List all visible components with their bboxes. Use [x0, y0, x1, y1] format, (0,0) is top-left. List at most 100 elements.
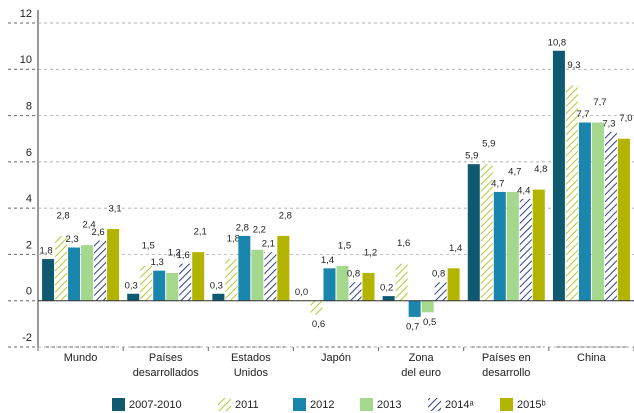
bar — [421, 300, 434, 313]
legend-label: 2014ᵃ — [445, 399, 474, 411]
bar — [578, 122, 591, 301]
value-label: 5,9 — [465, 151, 478, 162]
bar — [604, 131, 617, 301]
value-label: 4,4 — [517, 185, 530, 196]
value-label: 4,7 — [508, 166, 521, 177]
legend-swatch — [500, 398, 513, 411]
bar — [519, 198, 532, 301]
bar — [238, 235, 251, 301]
bar — [68, 247, 81, 301]
value-label: 7,7 — [593, 97, 606, 108]
value-label: 2,1 — [194, 227, 207, 238]
value-label: 0,3 — [125, 280, 138, 291]
bar — [81, 245, 94, 301]
y-tick-label: 2 — [26, 239, 32, 251]
value-label: 2,8 — [56, 210, 69, 221]
value-label: 1,2 — [364, 247, 377, 258]
x-tick-label: Estados — [231, 352, 271, 364]
value-label: 2,4 — [82, 220, 95, 231]
value-label: 0,8 — [432, 269, 445, 280]
bar — [434, 282, 447, 301]
legend-swatch — [293, 398, 306, 411]
legend-label: 2007-2010 — [129, 399, 182, 411]
value-label: 2,8 — [236, 222, 249, 233]
x-tick-label: Zona — [409, 352, 435, 364]
bar — [467, 164, 480, 301]
bar — [251, 249, 264, 301]
y-tick-label: 0 — [26, 286, 32, 298]
value-label: 2,2 — [253, 224, 266, 235]
bar — [153, 270, 166, 301]
x-tick-label: China — [577, 352, 607, 364]
x-tick-label: desarrollados — [133, 367, 200, 379]
value-label: 1,4 — [321, 255, 334, 266]
x-tick-label: del euro — [401, 367, 441, 379]
legend-swatch — [360, 398, 373, 411]
value-label: 0,3 — [210, 280, 223, 291]
value-label: 9,3 — [567, 60, 580, 71]
y-tick-label: 4 — [26, 193, 32, 205]
x-tick-label: Países en — [482, 352, 531, 364]
value-label: 7,3 — [602, 118, 615, 129]
bar — [179, 263, 192, 301]
y-tick-label: 6 — [26, 147, 32, 159]
value-label: 1,6 — [397, 238, 410, 249]
bar — [349, 282, 362, 301]
value-label: 1,5 — [338, 241, 351, 252]
bar — [362, 272, 375, 301]
bar — [94, 240, 107, 301]
bar — [192, 252, 205, 301]
value-label: 1,8 — [39, 246, 52, 257]
bar — [264, 252, 277, 301]
bar — [506, 191, 519, 301]
value-label: 0,6 — [312, 319, 325, 330]
bar — [395, 263, 408, 301]
x-tick-label: desarrollo — [482, 367, 530, 379]
bar — [565, 85, 578, 301]
bar — [591, 122, 604, 301]
value-label: 1,5 — [142, 241, 155, 252]
value-label: 0,5 — [423, 317, 436, 328]
legend-swatch — [428, 398, 441, 411]
bar — [166, 272, 179, 301]
x-tick-label: Mundo — [64, 352, 98, 364]
value-label: 1,3 — [151, 257, 164, 268]
value-label: 4,8 — [534, 164, 547, 175]
value-label: 1,4 — [449, 243, 462, 254]
value-label: 0,0 — [295, 287, 308, 298]
bar — [55, 235, 68, 301]
legend-label: 2011 — [235, 399, 259, 411]
value-label: 10,8 — [548, 37, 567, 48]
bar — [336, 266, 349, 301]
value-label: 5,9 — [482, 139, 495, 150]
value-label: 0,2 — [380, 283, 393, 294]
value-label: 0,7 — [406, 321, 419, 332]
legend-swatch — [112, 398, 125, 411]
legend-label: 2013 — [377, 399, 401, 411]
y-tick-label: 8 — [26, 100, 32, 112]
value-label: 7,0 — [619, 113, 632, 124]
bar — [382, 296, 395, 301]
bar — [225, 259, 238, 301]
bar — [140, 266, 153, 301]
value-label: 1,6 — [177, 250, 190, 261]
bar — [532, 189, 545, 301]
bar — [408, 300, 421, 317]
y-tick-label: 10 — [20, 54, 32, 66]
legend-label: 2015ᵇ — [517, 399, 546, 411]
value-label: 7,7 — [576, 109, 589, 120]
value-label: 2,6 — [91, 227, 104, 238]
value-label: 4,7 — [491, 178, 504, 189]
bar — [493, 191, 506, 301]
bar — [447, 268, 460, 301]
bar — [212, 293, 225, 301]
bar — [310, 300, 323, 315]
bar — [277, 235, 290, 301]
y-tick-label: 12 — [20, 8, 32, 20]
legend-label: 2012 — [310, 399, 334, 411]
value-label: 2,8 — [279, 210, 292, 221]
value-label: 1,2 — [168, 247, 181, 258]
bar — [552, 50, 565, 301]
value-label: 0,8 — [347, 269, 360, 280]
